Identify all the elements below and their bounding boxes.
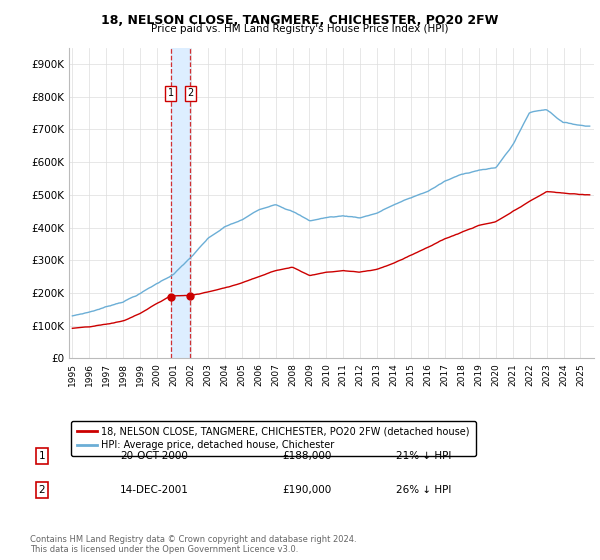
Text: Contains HM Land Registry data © Crown copyright and database right 2024.
This d: Contains HM Land Registry data © Crown c… [30, 535, 356, 554]
Text: 14-DEC-2001: 14-DEC-2001 [120, 485, 189, 495]
Text: Price paid vs. HM Land Registry's House Price Index (HPI): Price paid vs. HM Land Registry's House … [151, 24, 449, 34]
Bar [170, 48, 190, 358]
Text: 1: 1 [167, 88, 173, 99]
Text: 1: 1 [38, 451, 46, 461]
Text: 20-OCT-2000: 20-OCT-2000 [120, 451, 188, 461]
Text: 21% ↓ HPI: 21% ↓ HPI [396, 451, 451, 461]
Legend: 18, NELSON CLOSE, TANGMERE, CHICHESTER, PO20 2FW (detached house), HPI: Average : 18, NELSON CLOSE, TANGMERE, CHICHESTER, … [71, 421, 476, 456]
Text: 2: 2 [187, 88, 193, 99]
Text: 18, NELSON CLOSE, TANGMERE, CHICHESTER, PO20 2FW: 18, NELSON CLOSE, TANGMERE, CHICHESTER, … [101, 14, 499, 27]
Text: 2: 2 [38, 485, 46, 495]
Text: 26% ↓ HPI: 26% ↓ HPI [396, 485, 451, 495]
Text: £188,000: £188,000 [282, 451, 331, 461]
Text: £190,000: £190,000 [282, 485, 331, 495]
